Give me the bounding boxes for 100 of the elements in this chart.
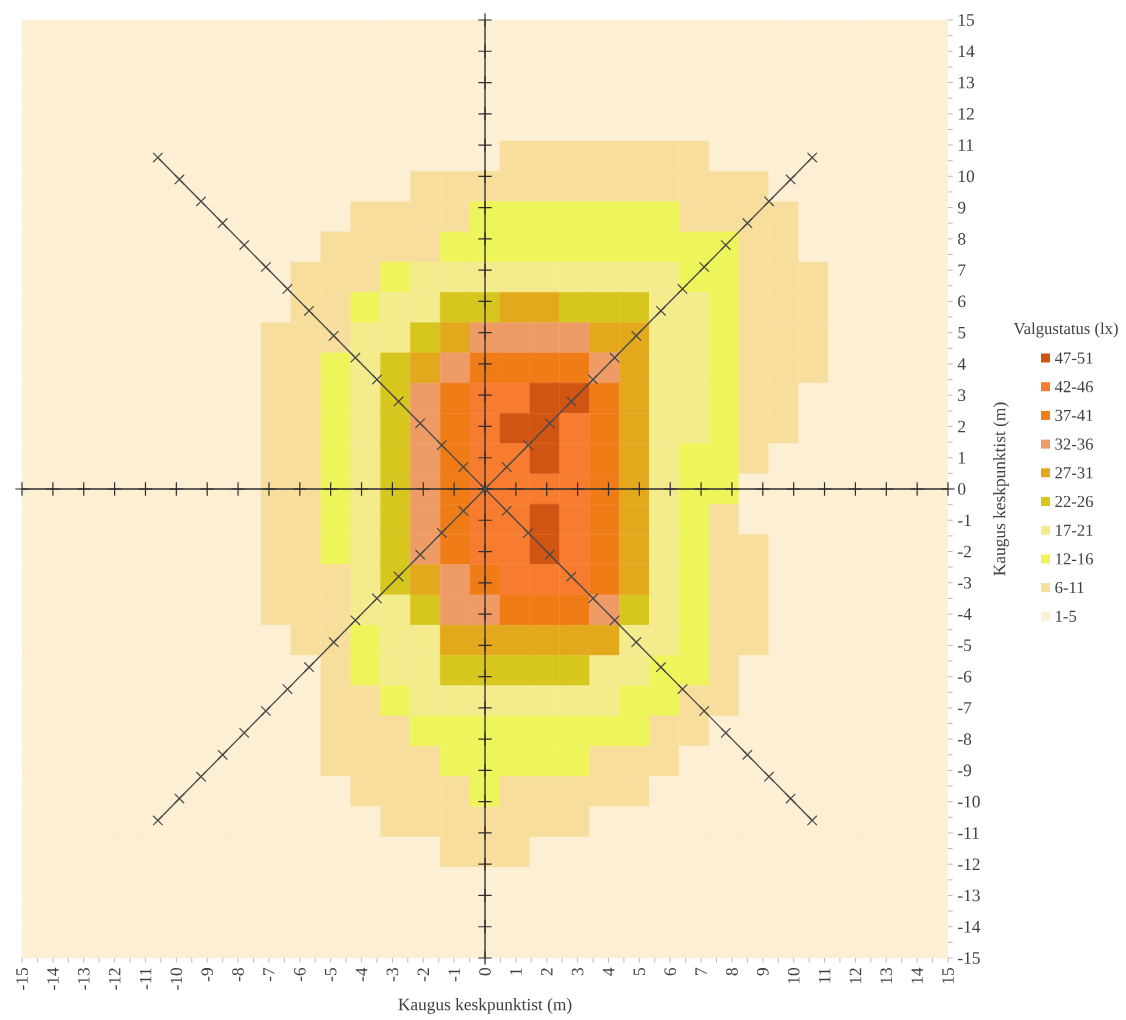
- x-axis-title: Kaugus keskpunktist (m): [398, 998, 572, 1014]
- point: [107, 481, 122, 497]
- point: [477, 137, 493, 153]
- x-tick-label: 0: [479, 968, 491, 976]
- y-tick-label: 14: [958, 45, 975, 57]
- point: [785, 793, 796, 804]
- point: [544, 417, 556, 429]
- x-tick-label: 14: [911, 967, 923, 984]
- color-bar-label: 42-46: [1054, 381, 1094, 393]
- point: [238, 727, 250, 739]
- x-tick-label: -13: [77, 968, 90, 990]
- y-tick-label: -2: [958, 545, 971, 558]
- point: [195, 195, 207, 207]
- point: [655, 661, 667, 673]
- x-tick-label: -6: [293, 967, 306, 982]
- y-tick-label: 8: [958, 233, 966, 245]
- point: [477, 513, 493, 528]
- y-tick-label: -4: [958, 608, 972, 620]
- point: [217, 217, 228, 229]
- point: [817, 481, 832, 497]
- point: [328, 330, 340, 342]
- y-tick-label: 0: [958, 483, 966, 495]
- point: [785, 174, 796, 185]
- point: [477, 75, 493, 90]
- point: [477, 763, 493, 778]
- point: [909, 481, 925, 497]
- point: [477, 700, 493, 716]
- point: [755, 481, 771, 497]
- point: [477, 794, 493, 809]
- y-tick-label: -5: [958, 639, 972, 652]
- x-tick-label: 6: [664, 967, 677, 976]
- x-tick-label: -15: [16, 968, 28, 990]
- point: [720, 727, 732, 739]
- point: [806, 152, 818, 163]
- point: [174, 793, 185, 804]
- point: [655, 305, 667, 317]
- color-bar-title: Valgustatus (lx): [1013, 322, 1118, 338]
- point: [385, 481, 400, 497]
- point: [522, 527, 534, 539]
- point: [477, 575, 493, 591]
- point: [698, 705, 710, 717]
- y-tick-label: -1: [958, 514, 971, 526]
- x-tick-label: -7: [263, 967, 275, 982]
- point: [630, 330, 642, 342]
- point: [477, 43, 493, 59]
- point: [763, 195, 775, 207]
- y-tick-label: -10: [958, 795, 980, 808]
- point: [477, 294, 493, 309]
- point: [570, 481, 585, 497]
- y-tick-label: -14: [958, 921, 981, 933]
- y-tick-label: 15: [958, 14, 975, 26]
- point: [282, 683, 293, 695]
- point: [566, 571, 577, 582]
- point: [260, 261, 272, 273]
- point: [303, 305, 315, 317]
- point: [414, 417, 426, 429]
- point: [848, 481, 863, 497]
- point: [174, 174, 185, 185]
- point: [152, 152, 164, 163]
- point: [477, 606, 493, 622]
- point: [477, 544, 493, 559]
- color-bar-label: 32-36: [1055, 438, 1094, 450]
- x-tick-label: -5: [324, 968, 337, 982]
- point: [458, 505, 469, 517]
- point: [477, 419, 493, 434]
- point: [698, 261, 710, 273]
- color-bar-label: 1-5: [1056, 610, 1077, 622]
- point: [371, 593, 383, 604]
- x-tick-label: 12: [849, 968, 862, 984]
- point: [436, 439, 448, 451]
- point: [477, 325, 493, 340]
- point: [477, 950, 493, 966]
- point: [544, 549, 556, 560]
- y-tick-label: 3: [958, 389, 966, 402]
- point: [230, 481, 246, 497]
- point: [477, 856, 493, 872]
- x-tick-label: 13: [880, 968, 893, 984]
- x-tick-label: -3: [386, 968, 399, 982]
- y-tick-label: -15: [958, 952, 980, 964]
- x-tick-label: 8: [726, 968, 738, 976]
- color-bar-label: 6-11: [1055, 581, 1084, 594]
- x-tick-label: 1: [510, 968, 522, 975]
- point: [350, 352, 361, 364]
- y-tick-label: -3: [958, 576, 972, 589]
- point: [477, 919, 493, 934]
- point: [601, 481, 616, 497]
- point: [501, 505, 512, 517]
- point: [477, 387, 493, 403]
- point: [169, 481, 184, 497]
- point: [693, 481, 709, 497]
- y-tick-label: -7: [958, 702, 972, 714]
- point: [677, 683, 688, 695]
- point: [303, 661, 315, 673]
- point: [806, 815, 818, 826]
- point: [477, 231, 493, 247]
- y-tick-label: 4: [957, 358, 966, 370]
- x-tick-label: 2: [541, 968, 553, 976]
- point: [446, 481, 462, 497]
- point: [14, 481, 30, 497]
- point: [763, 771, 775, 782]
